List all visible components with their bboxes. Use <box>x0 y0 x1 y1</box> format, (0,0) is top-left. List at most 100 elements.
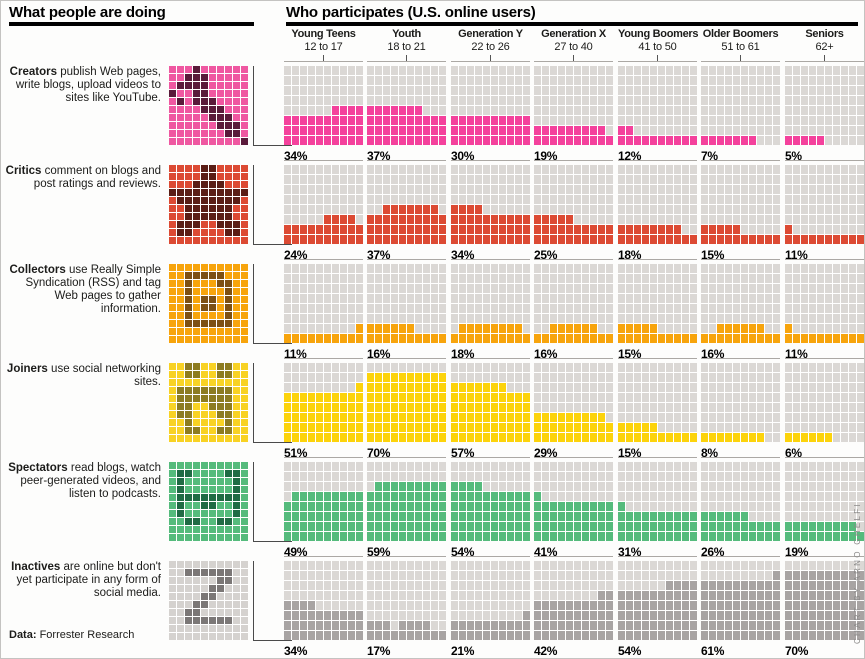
waffle-cell <box>590 601 597 610</box>
icon-cell <box>225 609 232 616</box>
waffle-cell <box>356 413 363 422</box>
icon-cell <box>209 395 216 402</box>
waffle-cell <box>574 373 581 382</box>
waffle-cell <box>682 512 689 521</box>
waffle-cell <box>849 512 856 521</box>
joiners-percent-label-4: 29% <box>534 446 558 460</box>
collectors-percent-label-7: 11% <box>785 347 808 361</box>
icon-cell <box>241 304 248 311</box>
row-connector-baseline <box>253 640 292 641</box>
waffle-cell <box>439 631 446 640</box>
waffle-cell <box>431 76 438 85</box>
waffle-cell <box>348 423 355 432</box>
waffle-cell <box>542 76 549 85</box>
waffle-cell <box>566 373 573 382</box>
waffle-cell <box>825 294 832 303</box>
waffle-cell <box>741 512 748 521</box>
waffle-cell <box>717 264 724 273</box>
waffle-cell <box>809 571 816 580</box>
waffle-cell <box>590 165 597 174</box>
waffle-cell <box>574 532 581 541</box>
waffle-cell <box>690 235 697 244</box>
waffle-cell <box>582 462 589 471</box>
waffle-cell <box>801 314 808 323</box>
waffle-cell <box>582 512 589 521</box>
waffle-cell <box>356 423 363 432</box>
waffle-cell <box>658 502 665 511</box>
row-spectators: Spectators read blogs, watch peer-genera… <box>1 457 864 559</box>
waffle-cell <box>618 294 625 303</box>
waffle-cell <box>658 136 665 145</box>
waffle-cell <box>841 423 848 432</box>
waffle-cell <box>340 492 347 501</box>
waffle-cell <box>785 165 792 174</box>
waffle-cell <box>300 86 307 95</box>
waffle-cell <box>324 86 331 95</box>
waffle-cell <box>709 581 716 590</box>
spectators-waffle-chart-2 <box>367 462 446 541</box>
waffle-cell <box>717 611 724 620</box>
waffle-cell <box>741 314 748 323</box>
icon-cell <box>217 363 224 370</box>
waffle-cell <box>356 502 363 511</box>
waffle-cell <box>857 215 864 224</box>
waffle-cell <box>690 76 697 85</box>
waffle-cell <box>467 393 474 402</box>
waffle-cell <box>741 165 748 174</box>
waffle-cell <box>316 175 323 184</box>
waffle-cell <box>332 492 339 501</box>
waffle-cell <box>841 571 848 580</box>
waffle-cell <box>793 116 800 125</box>
waffle-cell <box>332 373 339 382</box>
waffle-cell <box>717 423 724 432</box>
icon-cell <box>193 435 200 442</box>
waffle-cell <box>459 175 466 184</box>
waffle-cell <box>415 373 422 382</box>
waffle-cell <box>725 165 732 174</box>
waffle-cell <box>399 591 406 600</box>
waffle-cell <box>316 225 323 234</box>
waffle-cell <box>340 512 347 521</box>
waffle-cell <box>733 492 740 501</box>
waffle-cell <box>407 433 414 442</box>
waffle-cell <box>383 274 390 283</box>
waffle-cell <box>451 363 458 372</box>
waffle-cell <box>451 373 458 382</box>
waffle-cell <box>749 76 756 85</box>
waffle-cell <box>717 492 724 501</box>
waffle-cell <box>725 462 732 471</box>
waffle-cell <box>749 393 756 402</box>
waffle-cell <box>534 195 541 204</box>
waffle-cell <box>682 304 689 313</box>
icon-cell <box>185 601 192 608</box>
waffle-cell <box>626 532 633 541</box>
waffle-cell <box>634 433 641 442</box>
icon-cell <box>233 526 240 533</box>
waffle-cell <box>690 66 697 75</box>
waffle-cell <box>606 631 613 640</box>
icon-cell <box>201 478 208 485</box>
waffle-cell <box>582 66 589 75</box>
waffle-cell <box>749 472 756 481</box>
waffle-cell <box>773 581 780 590</box>
icon-cell <box>185 106 192 113</box>
waffle-cell <box>701 175 708 184</box>
waffle-cell <box>841 126 848 135</box>
icon-cell <box>225 411 232 418</box>
waffle-cell <box>809 433 816 442</box>
icon-cell <box>177 237 184 244</box>
waffle-cell <box>626 314 633 323</box>
waffle-cell <box>423 294 430 303</box>
waffle-cell <box>733 314 740 323</box>
waffle-cell <box>634 76 641 85</box>
waffle-cell <box>857 235 864 244</box>
waffle-cell <box>690 591 697 600</box>
waffle-cell <box>658 274 665 283</box>
waffle-cell <box>749 284 756 293</box>
waffle-cell <box>642 383 649 392</box>
waffle-cell <box>340 116 347 125</box>
waffle-cell <box>857 433 864 442</box>
waffle-cell <box>825 631 832 640</box>
waffle-cell <box>749 106 756 115</box>
waffle-cell <box>849 393 856 402</box>
